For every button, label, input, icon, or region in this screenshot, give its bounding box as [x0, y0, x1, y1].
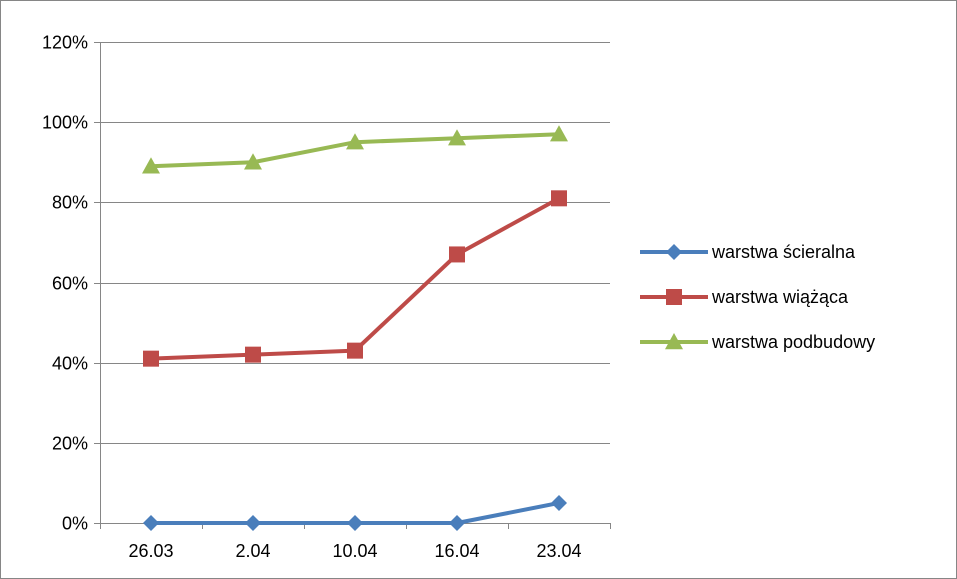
data-point	[448, 129, 466, 146]
legend-marker	[666, 244, 682, 260]
x-tick-label: 10.04	[332, 541, 377, 561]
y-tick-label: 60%	[52, 274, 88, 294]
legend-marker	[665, 333, 683, 350]
gridlines	[100, 42, 610, 444]
legend-label: warstwa wiążąca	[711, 287, 849, 307]
y-tick-label: 0%	[62, 514, 88, 534]
y-tick-label: 40%	[52, 354, 88, 374]
data-point	[245, 346, 261, 363]
legend: warstwa ścieralna warstwa wiążąca warstwa …	[640, 242, 875, 352]
data-point	[143, 350, 159, 367]
y-tick-label: 80%	[52, 193, 88, 213]
y-tick-label: 120%	[42, 33, 88, 53]
y-tick-label: 100%	[42, 113, 88, 133]
data-point	[551, 494, 567, 511]
legend-label: warstwa podbudowy	[711, 332, 875, 352]
data-point	[244, 153, 262, 170]
x-tick-label: 2.04	[235, 541, 270, 561]
data-point	[550, 125, 568, 142]
data-point	[347, 515, 363, 531]
data-point	[449, 246, 465, 263]
data-point	[143, 515, 159, 531]
data-point	[449, 515, 465, 531]
data-point	[346, 133, 364, 150]
x-tick-label: 16.04	[434, 541, 479, 561]
legend-marker	[666, 289, 682, 305]
data-point	[245, 515, 261, 531]
x-tick-label: 26.03	[128, 541, 173, 561]
y-tick-label: 20%	[52, 434, 88, 454]
series-lines	[142, 125, 568, 531]
data-point	[142, 157, 160, 174]
data-point	[551, 190, 567, 207]
legend-label: warstwa ścieralna	[711, 242, 856, 262]
x-tick-label: 23.04	[536, 541, 581, 561]
data-point	[347, 342, 363, 359]
